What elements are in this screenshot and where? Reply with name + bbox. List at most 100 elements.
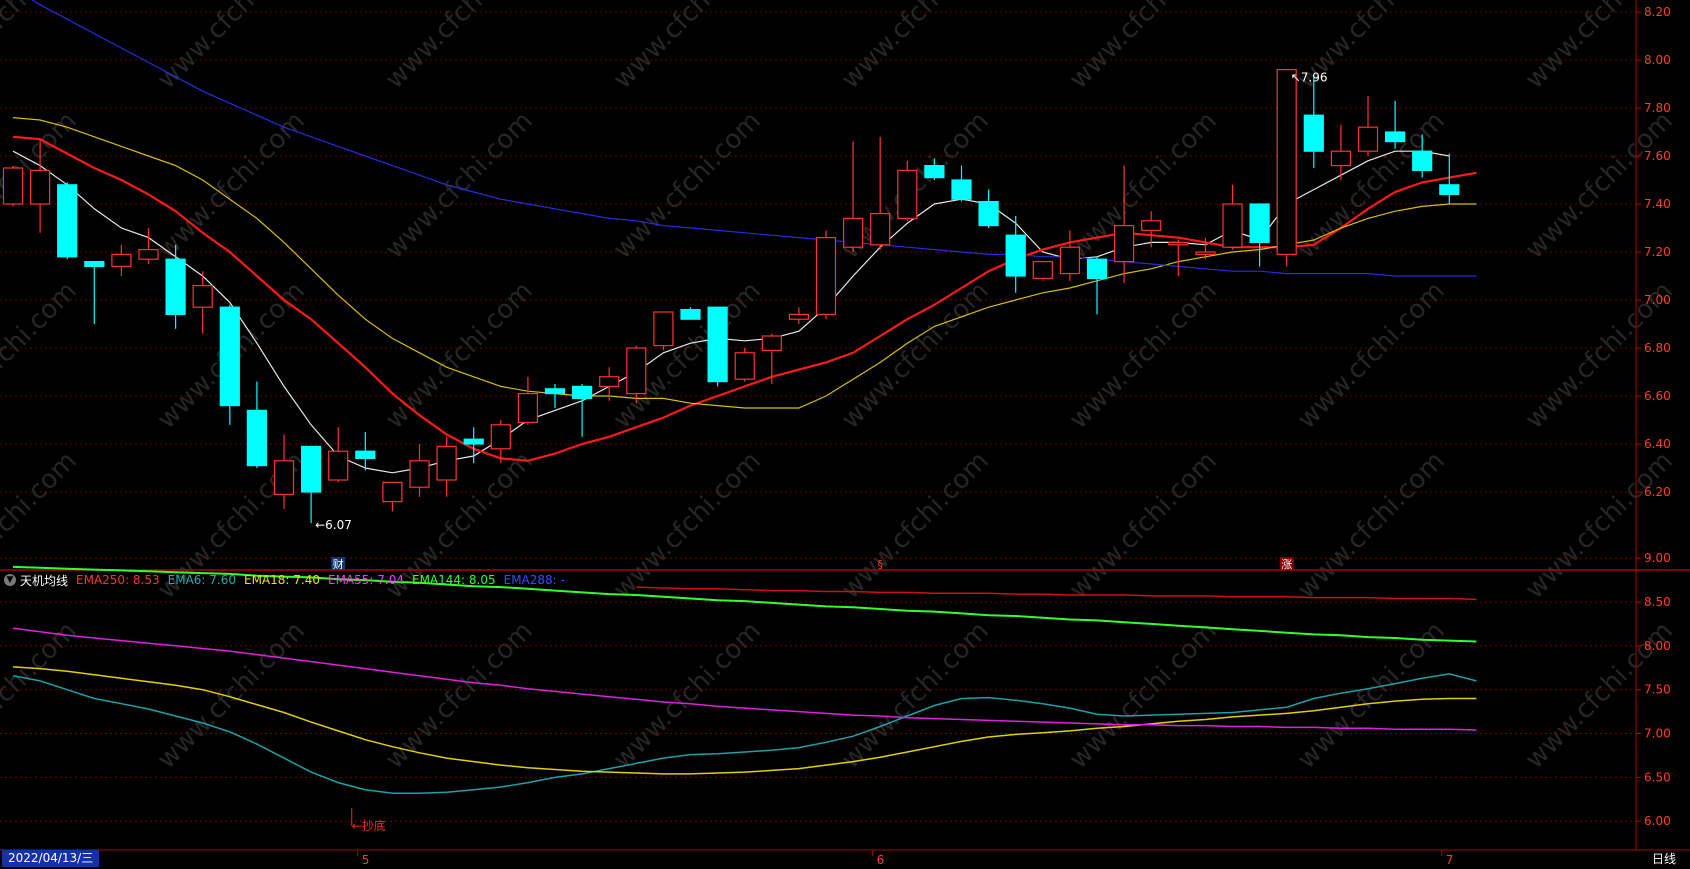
candle-down	[1412, 134, 1433, 178]
collapse-toggle-icon[interactable]: ▼	[4, 574, 16, 586]
candle-up	[30, 139, 51, 233]
watermark-text: www.cfchi.com	[0, 0, 83, 95]
indicator-tick-label: 8.50	[1644, 595, 1671, 609]
candle-body	[490, 424, 511, 450]
watermark-text: www.cfchi.com	[1064, 616, 1223, 775]
signal-label: ←抄底	[352, 818, 386, 833]
candle-down	[544, 384, 566, 408]
candle-down	[84, 261, 105, 324]
candle-body	[273, 460, 295, 495]
price-annotations: ←6.07 ↖7.96 财 § 涨	[315, 71, 1327, 571]
price-tick-label: 8.00	[1644, 53, 1671, 67]
candle-body	[788, 313, 810, 320]
candle-body	[1032, 261, 1053, 280]
candle-body	[761, 335, 782, 351]
candle-body	[463, 438, 484, 445]
legend-ema6: EMA6: 7.60	[167, 573, 236, 587]
price-tick-label: 6.20	[1644, 485, 1671, 499]
candle-down	[219, 304, 240, 425]
candle-up	[897, 160, 918, 221]
candle-down	[301, 445, 322, 524]
candle-up	[761, 333, 782, 384]
candle-body	[707, 306, 728, 383]
candle-down	[1249, 203, 1270, 267]
candle-up	[1113, 165, 1135, 284]
candle-body	[951, 179, 972, 200]
candle-down	[246, 381, 267, 468]
candle-body	[301, 445, 322, 493]
candlestick-series[interactable]	[2, 68, 1460, 524]
candle-up	[1276, 68, 1297, 267]
month-label: 6	[877, 853, 885, 867]
candle-up	[870, 136, 891, 250]
candle-body	[897, 169, 918, 219]
price-y-axis: 6.20 6.40 6.60 6.80 7.00 7.20 7.40 7.60 7.80 8.00…	[1635, 0, 1671, 850]
candle-body	[544, 388, 566, 395]
month-label: 5	[362, 853, 370, 867]
candle-body	[1357, 126, 1379, 152]
candle-body	[653, 311, 674, 347]
candle-body	[57, 184, 78, 258]
candle-body	[219, 306, 240, 407]
candle-body	[1005, 234, 1026, 277]
candle-body	[734, 352, 755, 380]
watermark-text: www.cfchi.com	[152, 0, 311, 95]
ema-line-yellow	[12, 117, 1477, 409]
watermark-text: www.cfchi.com	[1064, 276, 1223, 435]
watermark-text: www.cfchi.com	[1064, 0, 1223, 95]
legend-ema288: EMA288: -	[503, 573, 565, 587]
candle-down	[978, 189, 999, 228]
indicator-line-ema18	[12, 666, 1477, 775]
price-tick-label: 8.20	[1644, 5, 1671, 19]
candle-body	[1412, 150, 1433, 171]
candle-up	[653, 311, 674, 351]
candle-up	[328, 427, 349, 483]
candle-body	[111, 253, 132, 267]
candle-body	[870, 213, 891, 246]
candle-body	[246, 409, 267, 467]
candle-body	[1222, 203, 1243, 248]
legend-ema18: EMA18: 7.40	[244, 573, 320, 587]
indicator-tick-label: 7.50	[1644, 683, 1671, 697]
watermark-text: www.cfchi.com	[380, 276, 539, 435]
watermark-text: www.cfchi.com	[608, 616, 767, 775]
watermark-text: www.cfchi.com	[0, 616, 83, 775]
indicator-legend: ▼ 天机均线 EMA250: 8.53 EMA6: 7.60 EMA18: 7.…	[4, 571, 573, 589]
x-axis: 5 6 7	[357, 850, 1454, 867]
candle-down	[355, 432, 376, 471]
candle-up	[192, 271, 213, 334]
price-extreme-label: ←6.07	[315, 518, 352, 532]
candle-body	[1113, 225, 1135, 263]
candle-up	[734, 348, 755, 382]
candle-up	[815, 230, 837, 320]
candle-down	[680, 307, 701, 320]
candle-body	[436, 445, 457, 481]
candle-body	[1276, 68, 1297, 256]
indicator-tick-label: 6.50	[1644, 770, 1671, 784]
candle-body	[328, 450, 349, 481]
indicator-tick-label: 6.00	[1644, 814, 1671, 828]
candle-up	[382, 481, 403, 512]
candle-body	[978, 201, 999, 227]
watermark-text: www.cfchi.com	[1292, 446, 1451, 605]
candle-body	[192, 285, 213, 308]
indicator-annotations: ←抄底	[351, 808, 386, 833]
candle-down	[165, 244, 186, 329]
candle-body	[84, 261, 105, 268]
candle-down	[57, 182, 78, 260]
period-selector[interactable]: 日线	[1651, 852, 1676, 866]
month-label: 7	[1446, 853, 1454, 867]
candle-down	[571, 384, 593, 437]
candle-body	[1303, 114, 1324, 152]
candle-body	[599, 376, 620, 387]
candle-up	[490, 420, 511, 464]
candle-body	[165, 258, 186, 316]
watermark-text: www.cfchi.com	[608, 0, 767, 95]
current-date[interactable]: 2022/04/13/三	[2, 850, 100, 867]
legend-ema144: EMA144: 8.05	[412, 573, 496, 587]
watermark-text: www.cfchi.com	[836, 0, 995, 95]
candle-up	[436, 436, 457, 497]
event-tag-bg	[331, 557, 346, 570]
candle-down	[463, 427, 484, 464]
